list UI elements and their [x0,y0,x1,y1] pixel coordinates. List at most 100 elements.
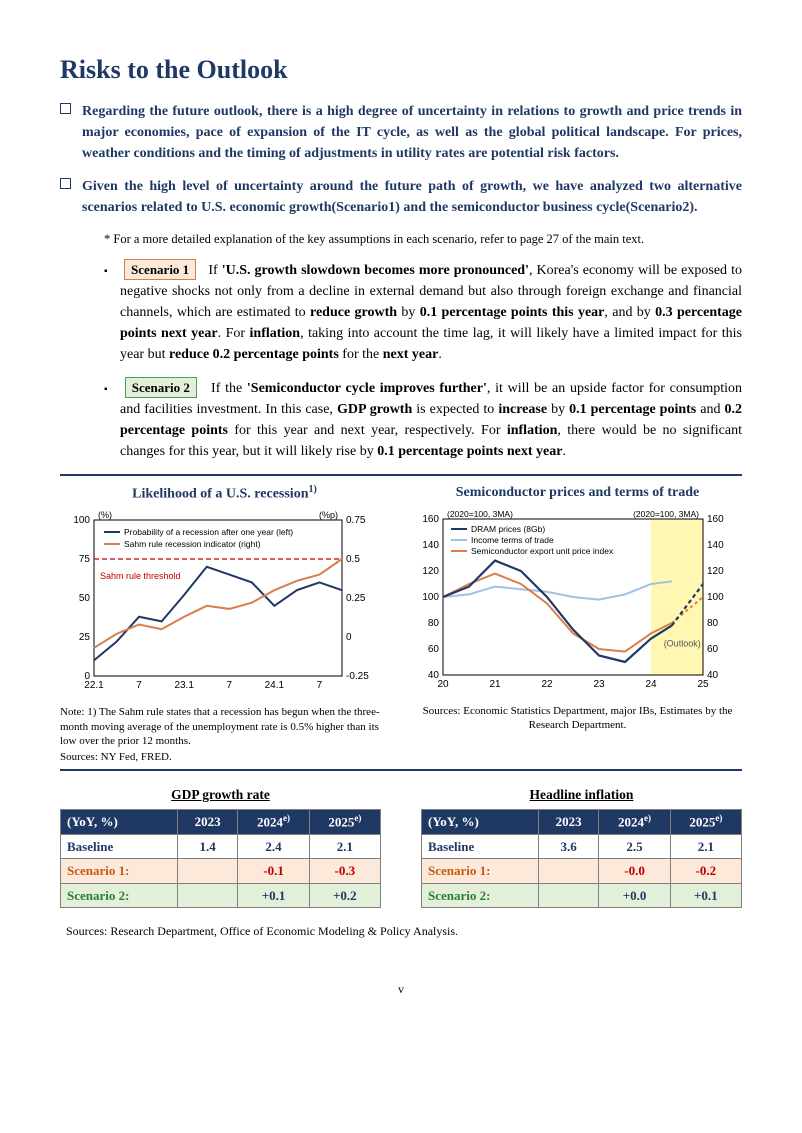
s2-lead: If the [211,381,247,396]
page-title: Risks to the Outlook [60,50,742,89]
svg-text:Income terms of trade: Income terms of trade [471,535,554,545]
chart-right-sources: Sources: Economic Statistics Department,… [413,704,742,733]
chart-left-note: Note: 1) The Sahm rule states that a rec… [60,705,389,748]
svg-text:75: 75 [79,554,91,565]
divider [60,769,742,771]
scenario-1-para: ▪ Scenario 1 If 'U.S. growth slowdown be… [60,259,742,365]
s1-lead: If [208,263,221,278]
svg-text:0: 0 [346,632,352,643]
chart-right-title: Semiconductor prices and terms of trade [413,482,742,503]
s1-body6: for the [339,347,383,362]
svg-text:160: 160 [422,514,439,525]
chart-left-title: Likelihood of a U.S. recession1) [60,482,389,505]
svg-text:100: 100 [707,592,724,603]
svg-text:160: 160 [707,514,724,525]
cpi-table-title: Headline inflation [421,785,742,805]
chart-left-title-text: Likelihood of a U.S. recession [132,486,308,501]
charts-row: Likelihood of a U.S. recession1) 0 25 50 75… [60,482,742,765]
svg-text:100: 100 [73,515,90,526]
svg-text:23.1: 23.1 [174,680,194,691]
svg-text:0.25: 0.25 [346,593,366,604]
svg-text:22.1: 22.1 [84,680,104,691]
s1-val3: reduce 0.2 percentage points [169,347,339,362]
s2-tail: . [562,444,566,459]
svg-text:80: 80 [707,618,719,629]
s1-body3: , and by [604,305,655,320]
divider [60,474,742,476]
outlook-para-2: Given the high level of uncertainty arou… [60,176,742,218]
svg-text:120: 120 [707,566,724,577]
s2-eff2: increase [498,402,547,417]
gdp-table-title: GDP growth rate [60,785,381,805]
s2-body5: for this year and next year, respectivel… [228,423,507,438]
svg-text:60: 60 [428,644,440,655]
s1-cond: 'U.S. growth slowdown becomes more prono… [222,263,529,278]
svg-text:-0.25: -0.25 [346,671,369,682]
svg-text:(2020=100, 3MA): (2020=100, 3MA) [633,509,699,519]
s1-val1: 0.1 percentage points this year [420,305,605,320]
bullet-small-square-icon: ▪ [104,382,120,397]
svg-text:25: 25 [697,679,709,690]
svg-text:7: 7 [226,680,232,691]
svg-text:60: 60 [707,644,719,655]
chart-left-sup: 1) [308,484,316,495]
svg-text:24: 24 [645,679,657,690]
svg-text:140: 140 [422,540,439,551]
svg-text:120: 120 [422,566,439,577]
svg-text:Sahm rule threshold: Sahm rule threshold [100,571,181,581]
s1-body2: by [397,305,420,320]
svg-text:21: 21 [489,679,501,690]
semiconductor-chart: 4040606080801001001201201401401601602021… [413,505,733,695]
svg-text:100: 100 [422,592,439,603]
bullet-square-icon [60,103,71,114]
s1-tail: . [438,347,442,362]
s2-body4: and [696,402,724,417]
tables-row: GDP growth rate (YoY, %)20232024e)2025e)… [60,785,742,909]
para-text: Given the high level of uncertainty arou… [82,179,742,215]
svg-text:(Outlook): (Outlook) [664,638,701,648]
scenario-reference-note: * For a more detailed explanation of the… [60,230,742,249]
svg-text:0.75: 0.75 [346,515,366,526]
cpi-table-col: Headline inflation (YoY, %)20232024e)202… [421,785,742,909]
s2-body3: by [547,402,569,417]
s1-body4: . For [218,326,250,341]
headline-inflation-table: (YoY, %)20232024e)2025e)Baseline3.62.52.… [421,809,742,908]
bullet-small-square-icon: ▪ [104,264,120,279]
s2-body2: is expected to [412,402,498,417]
s1-eff2: inflation [250,326,301,341]
s2-val1: 0.1 percentage points [569,402,696,417]
recession-chart: 0255075100-0.2500.250.50.7522.1723.1724.… [60,506,380,696]
scenario-2-para: ▪ Scenario 2 If the 'Semiconductor cycle… [60,377,742,462]
svg-text:(%p): (%p) [319,510,338,520]
svg-text:Semiconductor export unit pric: Semiconductor export unit price index [471,546,614,556]
svg-text:23: 23 [593,679,605,690]
chart-left-sources: Sources: NY Fed, FRED. [60,750,389,764]
svg-text:Sahm rule recession indicator: Sahm rule recession indicator (right) [124,539,261,549]
chart-right-col: Semiconductor prices and terms of trade … [413,482,742,765]
page-footer: v [60,980,742,998]
svg-text:7: 7 [317,680,323,691]
s1-eff1: reduce growth [310,305,397,320]
svg-text:24.1: 24.1 [265,680,285,691]
svg-text:(2020=100, 3MA): (2020=100, 3MA) [447,509,513,519]
svg-text:25: 25 [79,632,91,643]
scenario-1-tag: Scenario 1 [124,259,196,281]
bullet-square-icon [60,178,71,189]
svg-text:140: 140 [707,540,724,551]
scenario-2-tag: Scenario 2 [125,377,197,399]
svg-text:20: 20 [437,679,449,690]
s2-eff1: GDP growth [337,402,412,417]
svg-text:0.5: 0.5 [346,554,360,565]
para-text: Regarding the future outlook, there is a… [82,104,742,161]
gdp-table-col: GDP growth rate (YoY, %)20232024e)2025e)… [60,785,381,909]
s1-val4: next year [383,347,439,362]
svg-text:40: 40 [707,670,719,681]
svg-text:80: 80 [428,618,440,629]
svg-text:22: 22 [541,679,553,690]
svg-text:50: 50 [79,593,91,604]
s2-val3: 0.1 percentage points next year [377,444,562,459]
svg-text:Probability of a recession aft: Probability of a recession after one yea… [124,527,293,537]
s2-cond: 'Semiconductor cycle improves further' [247,381,487,396]
svg-text:7: 7 [136,680,142,691]
outlook-para-1: Regarding the future outlook, there is a… [60,101,742,164]
